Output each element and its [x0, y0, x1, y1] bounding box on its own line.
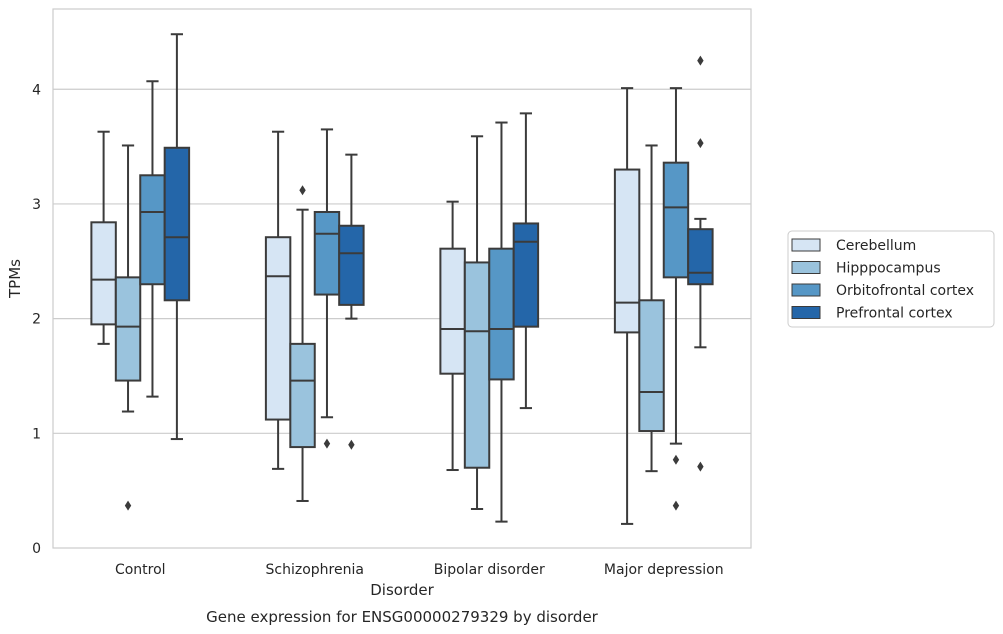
box-iqr: [687, 228, 714, 286]
legend: Cerebellum Hipppocampus Orbitofrontal cort…: [787, 230, 995, 328]
box-iqr: [439, 247, 466, 375]
outlier-point: [697, 138, 704, 149]
y-axis-ticks: 0 1 2 3 4: [32, 82, 41, 557]
box-iqr: [163, 146, 191, 302]
box-0-0: [90, 130, 117, 345]
outlier-point: [348, 439, 355, 450]
box-iqr: [463, 261, 491, 469]
box-0-1: [264, 130, 292, 470]
legend-swatch: [791, 238, 821, 252]
box-iqr: [662, 161, 690, 279]
legend-swatch: [791, 306, 821, 319]
box-iqr: [264, 236, 292, 421]
box-iqr: [488, 247, 515, 381]
box-0-3: [613, 87, 641, 525]
x-tick-label: Schizophrenia: [266, 562, 364, 578]
y-tick-label: 2: [32, 312, 41, 328]
outlier-point: [124, 500, 132, 511]
y-tick-label: 3: [32, 197, 41, 213]
box-1-3: [638, 144, 665, 473]
box-iqr: [289, 342, 316, 449]
y-axis-label: TPMs: [6, 259, 24, 299]
box-2-2: [488, 121, 515, 523]
legend-label: Cerebellum: [836, 238, 916, 254]
x-tick-label: Bipolar disorder: [434, 562, 545, 578]
outlier-point: [672, 500, 680, 511]
legend-swatch: [791, 261, 821, 274]
box-iqr: [313, 210, 341, 296]
x-tick-label: Control: [115, 562, 166, 578]
box-iqr: [512, 222, 540, 328]
box-1-1: [289, 185, 316, 502]
plot-boxes: [90, 33, 714, 525]
box-iqr: [638, 299, 665, 433]
legend-label: Prefrontal cortex: [836, 306, 953, 322]
x-tick-label: Major depression: [604, 562, 724, 578]
box-iqr: [139, 174, 166, 286]
y-tick-label: 0: [32, 541, 41, 557]
box-2-3: [662, 87, 690, 511]
y-tick-label: 1: [32, 426, 41, 442]
x-axis-ticks: Control Schizophrenia Bipolar disorder Majo…: [115, 562, 724, 578]
box-3-1: [338, 153, 365, 450]
box-2-0: [139, 80, 166, 398]
outlier-point: [323, 438, 331, 449]
x-axis-label: Disorder: [370, 581, 434, 599]
plot-frame: [52, 8, 752, 549]
outlier-point: [697, 461, 704, 472]
legend-frame: [787, 230, 995, 328]
box-iqr: [613, 168, 641, 334]
outlier-point: [672, 454, 680, 465]
outlier-point: [299, 185, 306, 196]
box-iqr: [90, 221, 117, 326]
y-tick-label: 4: [32, 82, 41, 98]
chart-caption: Gene expression for ENSG00000279329 by d…: [206, 608, 599, 626]
outlier-point: [697, 55, 704, 66]
box-3-2: [512, 112, 540, 410]
box-2-1: [313, 128, 341, 449]
box-1-0: [114, 144, 142, 511]
box-3-3: [687, 55, 714, 472]
legend-swatch: [791, 283, 821, 297]
box-1-2: [463, 135, 491, 511]
legend-label: Orbitofrontal cortex: [836, 283, 974, 299]
box-iqr: [338, 224, 365, 306]
box-iqr: [114, 276, 142, 382]
box-3-0: [163, 33, 191, 441]
box-0-2: [439, 200, 466, 472]
legend-label: Hipppocampus: [836, 261, 941, 277]
